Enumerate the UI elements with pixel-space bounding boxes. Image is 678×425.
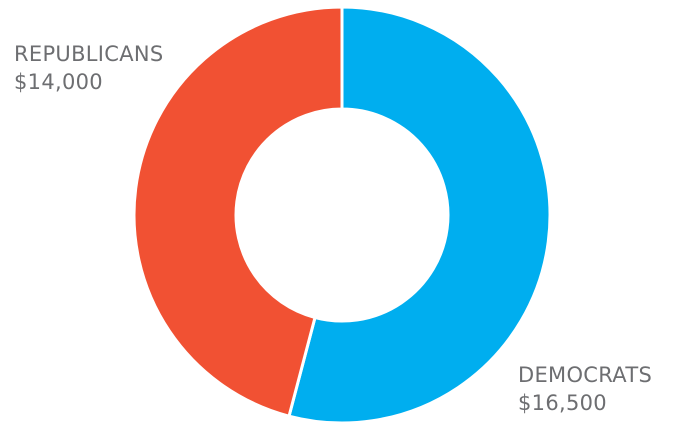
democrats-name: DEMOCRATS — [518, 363, 653, 387]
republicans-value: $14,000 — [14, 70, 103, 94]
democrats-label: DEMOCRATS $16,500 — [518, 361, 652, 417]
slice-democrats — [287, 5, 552, 425]
donut-slices — [132, 5, 552, 425]
slice-republicans — [132, 5, 344, 418]
republicans-name: REPUBLICANS — [14, 42, 164, 66]
democrats-value: $16,500 — [518, 391, 607, 415]
republicans-label: REPUBLICANS $14,000 — [14, 40, 164, 96]
